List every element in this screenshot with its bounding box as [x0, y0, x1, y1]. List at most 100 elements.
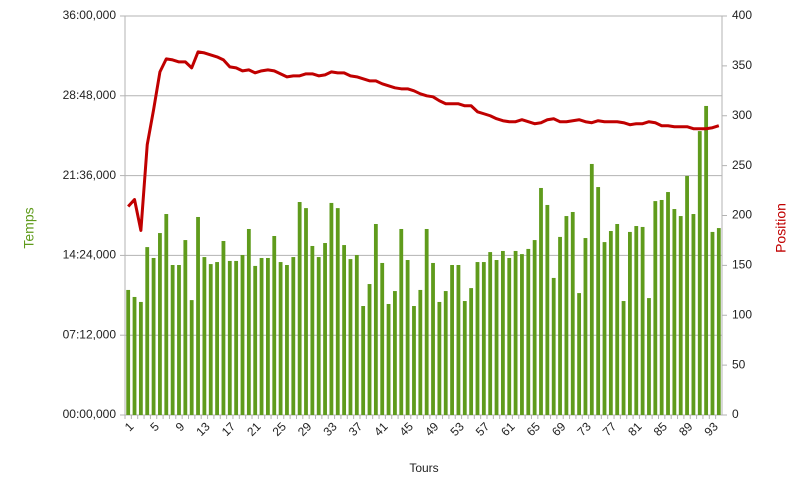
bar: [354, 255, 359, 415]
bar: [412, 306, 416, 415]
y2-tick-label: 100: [732, 307, 752, 321]
bar: [558, 236, 562, 415]
y2-tick-label: 150: [732, 258, 752, 272]
bar: [659, 199, 664, 415]
bar: [653, 201, 658, 415]
bar: [564, 216, 569, 415]
bar: [443, 291, 448, 415]
y-tick-label: 21:36,000: [63, 168, 117, 182]
bar: [196, 216, 200, 415]
x-tick-label: 21: [244, 419, 264, 439]
y2-axis-label: Position: [773, 203, 789, 253]
x-axis-label: Tours: [409, 461, 438, 475]
bar: [183, 240, 188, 415]
bar: [399, 228, 404, 415]
bar: [329, 202, 334, 415]
bar: [716, 228, 721, 415]
bar: [615, 223, 620, 415]
bar: [348, 259, 353, 415]
y2-tick-label: 50: [732, 357, 746, 371]
x-tick-label: 17: [219, 419, 239, 439]
x-tick-label: 89: [676, 419, 696, 439]
bar: [450, 265, 454, 415]
bar: [589, 163, 594, 415]
y-tick-label: 36:00,000: [63, 8, 117, 22]
bar: [545, 204, 550, 415]
y-tick-label: 28:48,000: [63, 88, 117, 102]
bar: [259, 257, 264, 415]
y2-tick-label: 300: [732, 108, 752, 122]
bar: [380, 262, 385, 415]
line: [127, 50, 720, 232]
bar: [285, 265, 289, 415]
bar: [246, 228, 251, 415]
bar: [691, 214, 696, 415]
bar: [488, 252, 493, 415]
bar: [227, 260, 232, 415]
bar: [608, 231, 613, 415]
x-tick-label: 73: [574, 419, 594, 439]
bar: [221, 240, 226, 415]
bar: [513, 250, 518, 415]
bar: [647, 298, 651, 415]
x-tick-label: 5: [147, 419, 162, 434]
bar: [335, 208, 340, 415]
bar: [551, 277, 556, 415]
bar: [405, 260, 410, 415]
bar: [526, 248, 531, 415]
bar: [126, 289, 131, 415]
bar: [456, 265, 461, 415]
x-tick-label: 93: [701, 419, 721, 439]
bar: [500, 250, 505, 415]
bar: [602, 242, 607, 415]
x-tick-label: 53: [447, 419, 467, 439]
y2-tick-label: 400: [732, 8, 752, 22]
bar: [678, 216, 683, 415]
bar: [170, 265, 175, 415]
bar: [208, 264, 213, 415]
bar: [393, 291, 397, 415]
y2-tick-label: 250: [732, 158, 752, 172]
bar: [418, 289, 423, 415]
bar: [475, 262, 480, 415]
bar: [164, 214, 169, 415]
y-tick-label: 07:12,000: [63, 327, 117, 341]
bar: [265, 257, 270, 415]
bar: [202, 257, 207, 415]
bar: [672, 209, 677, 415]
y-tick-label: 14:24,000: [63, 248, 117, 262]
y2-tick-label: 350: [732, 58, 752, 72]
bar: [666, 192, 670, 415]
bar: [386, 303, 391, 415]
bar: [634, 226, 639, 415]
bar: [373, 223, 378, 415]
x-tick-label: 57: [473, 419, 493, 439]
x-tick-label: 1: [122, 419, 137, 434]
y2-tick-label: 200: [732, 208, 752, 222]
bar: [234, 260, 239, 415]
x-tick-label: 41: [371, 419, 391, 439]
bar: [158, 233, 162, 415]
x-tick-label: 13: [193, 419, 213, 439]
x-tick-label: 33: [320, 419, 340, 439]
bar: [431, 262, 435, 415]
bar: [138, 301, 143, 415]
bar: [215, 262, 219, 415]
bar: [253, 265, 258, 415]
x-tick-label: 29: [295, 419, 315, 439]
bar: [367, 284, 372, 415]
bar: [316, 257, 321, 415]
bar: [628, 231, 632, 415]
bar: [596, 187, 601, 415]
bar: [462, 301, 467, 415]
bar: [240, 255, 245, 415]
y2-tick-label: 0: [732, 407, 739, 421]
bar: [272, 236, 277, 415]
bar: [621, 301, 626, 415]
bar: [539, 187, 543, 415]
bar: [494, 260, 499, 415]
x-tick-label: 85: [651, 419, 671, 439]
bar: [278, 262, 283, 415]
bar: [177, 265, 181, 415]
